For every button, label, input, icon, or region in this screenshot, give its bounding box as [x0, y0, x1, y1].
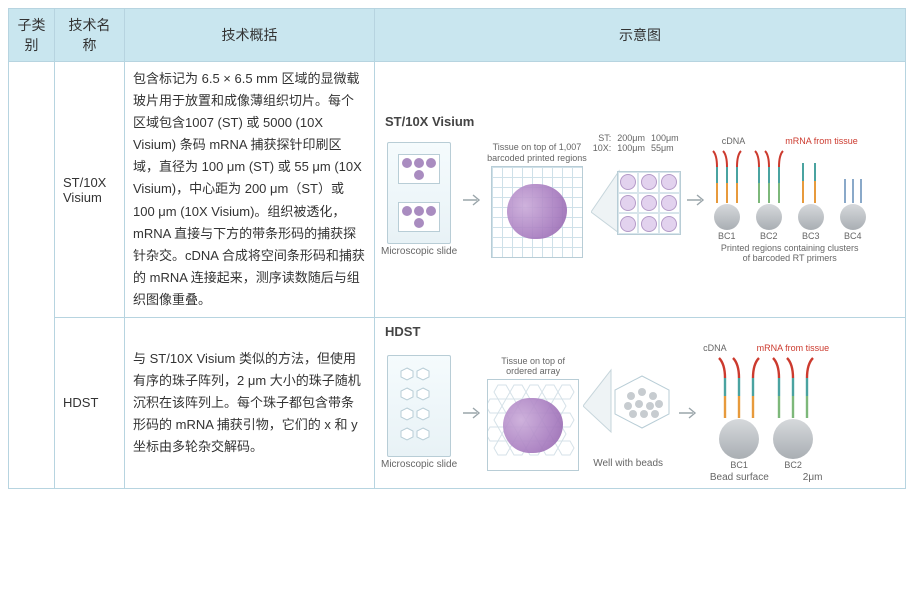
barcoded-grid-icon	[491, 166, 583, 258]
bead-icon	[798, 204, 824, 230]
cell-summary: 与 ST/10X Visium 类似的方法，但使用有序的珠子阵列，2 μm 大小…	[125, 318, 375, 489]
strand-icon	[837, 149, 869, 203]
bead-surface-label: Bead surface	[710, 472, 769, 484]
strand-icon	[771, 356, 815, 418]
bead-icon	[840, 204, 866, 230]
dimension-table: ST: 10X: 200μm 100μm 100μm 55μm	[593, 133, 679, 153]
bead-icon	[719, 419, 759, 459]
slide-label: Microscopic slide	[381, 459, 457, 471]
microscope-slide-icon	[387, 142, 451, 244]
diagram-title: HDST	[385, 324, 899, 339]
hdr-tech-name: 技术名称	[55, 9, 125, 62]
hex-well-icon	[611, 374, 673, 430]
cdna-label: cDNA	[722, 136, 746, 147]
arrow-icon	[685, 190, 707, 210]
cell-tech-name: ST/10X Visium	[55, 62, 125, 318]
header-row: 子类别 技术名称 技术概括 示意图	[9, 9, 906, 62]
hdr-diagram: 示意图	[375, 9, 906, 62]
arrow-icon	[461, 190, 483, 210]
primer-cluster: BC1 BC2 BC3	[711, 149, 869, 241]
cell-tech-name: HDST	[55, 318, 125, 489]
arrow-icon	[461, 403, 483, 423]
bead-surface: BC1 BC2	[717, 356, 815, 470]
arrow-icon	[677, 403, 699, 423]
tech-table: 子类别 技术名称 技术概括 示意图 ST/10X Visium 包含标记为 6.…	[8, 8, 906, 489]
strand-icon	[711, 149, 743, 203]
hdr-subcategory: 子类别	[9, 9, 55, 62]
ordered-array-icon	[487, 379, 579, 471]
table-row: ST/10X Visium 包含标记为 6.5 × 6.5 mm 区域的显微载玻…	[9, 62, 906, 318]
slide-label: Microscopic slide	[381, 246, 457, 258]
diagram-visium: ST/10X Visium Microscopic slide	[381, 114, 899, 267]
strand-icon	[753, 149, 785, 203]
tissue-icon	[507, 184, 567, 239]
strand-icon	[795, 149, 827, 203]
tissue-label: Tissue on top of 1,007 barcoded printed …	[487, 142, 587, 164]
zoom-region	[591, 157, 681, 267]
hex-array-icon	[397, 364, 441, 448]
tissue-icon	[503, 398, 563, 453]
tissue-label: Tissue on top of ordered array	[501, 356, 565, 378]
cell-diagram: ST/10X Visium Microscopic slide	[375, 62, 906, 318]
mrna-label: mRNA from tissue	[757, 343, 830, 354]
mrna-label: mRNA from tissue	[785, 136, 858, 147]
table-row: HDST 与 ST/10X Visium 类似的方法，但使用有序的珠子阵列，2 …	[9, 318, 906, 489]
well-label: Well with beads	[593, 458, 663, 470]
bead-icon	[756, 204, 782, 230]
bead-icon	[714, 204, 740, 230]
cell-subcategory	[9, 62, 55, 489]
bead-size-label: 2μm	[803, 472, 823, 484]
cell-summary: 包含标记为 6.5 × 6.5 mm 区域的显微载玻片用于放置和成像薄组织切片。…	[125, 62, 375, 318]
hdr-summary: 技术概括	[125, 9, 375, 62]
diagram-title: ST/10X Visium	[385, 114, 899, 129]
cell-diagram: HDST	[375, 318, 906, 489]
diagram-hdst: HDST	[381, 324, 899, 484]
zoom-region	[583, 356, 673, 456]
strand-icon	[717, 356, 761, 418]
cdna-label: cDNA	[703, 343, 727, 354]
primer-region-label: Printed regions containing clusters of b…	[721, 243, 859, 265]
microscope-slide-icon	[387, 355, 451, 457]
bead-icon	[773, 419, 813, 459]
